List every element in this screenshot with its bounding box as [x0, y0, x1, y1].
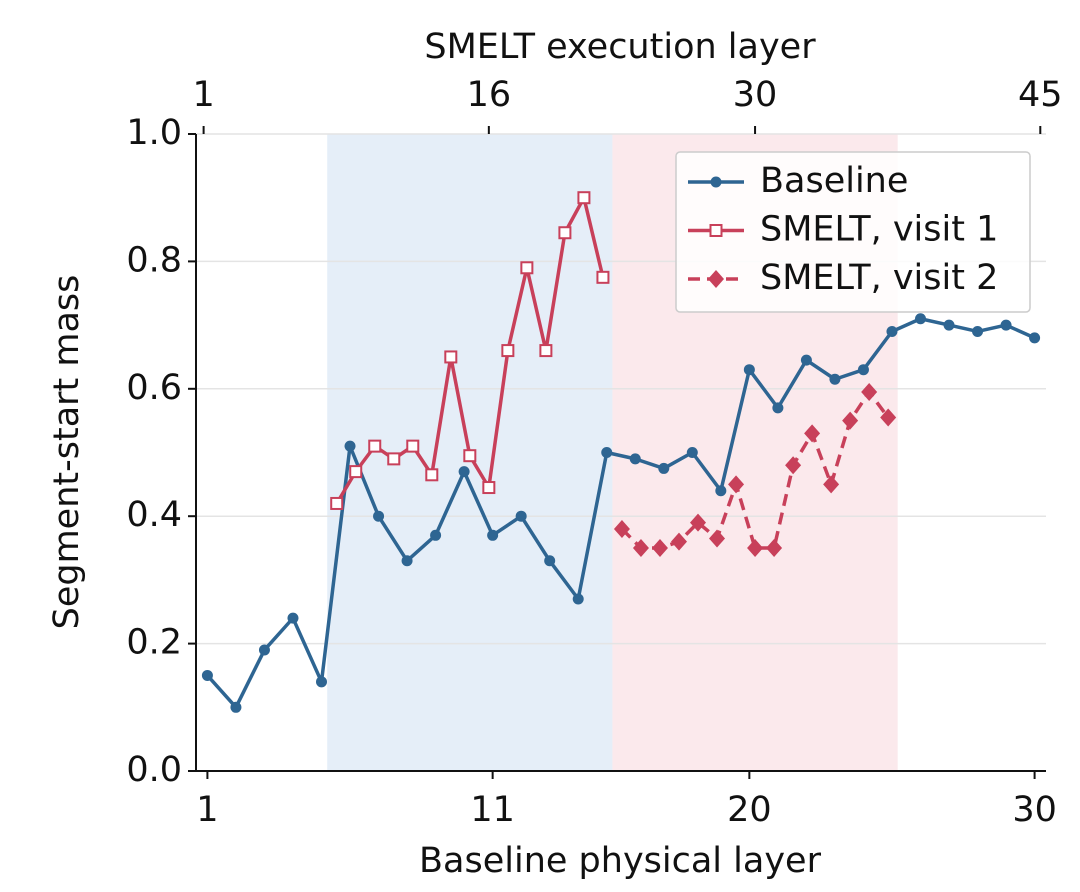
point — [743, 364, 755, 376]
point — [330, 496, 344, 510]
point — [829, 373, 841, 385]
legend-label: SMELT, visit 1 — [760, 210, 998, 250]
point — [861, 382, 878, 401]
x-tick-label: 1 — [196, 790, 218, 830]
x-axis-label: Baseline physical layer — [419, 841, 822, 881]
point — [344, 440, 356, 452]
point — [686, 447, 698, 458]
point — [658, 462, 670, 474]
legend-label: Baseline — [760, 161, 908, 201]
legend-box — [675, 151, 1031, 313]
point — [425, 468, 439, 482]
point — [444, 350, 458, 364]
point — [857, 364, 869, 376]
point — [539, 344, 553, 358]
point — [572, 593, 584, 605]
y-tick-label: 0.4 — [126, 495, 182, 535]
point — [914, 313, 926, 325]
point — [520, 261, 534, 275]
point — [800, 354, 812, 366]
point — [710, 176, 722, 188]
point — [287, 612, 299, 624]
point — [886, 325, 898, 337]
point — [487, 529, 499, 541]
point — [766, 539, 783, 558]
point — [747, 539, 764, 558]
point — [690, 513, 707, 532]
point — [401, 555, 413, 567]
point — [670, 532, 687, 551]
point — [430, 529, 442, 541]
point — [544, 555, 556, 567]
point — [601, 447, 613, 458]
y-axis-label: Segment-start mass — [47, 275, 87, 630]
point — [823, 475, 840, 494]
point — [1000, 319, 1012, 331]
point — [316, 676, 328, 688]
series-line — [620, 390, 890, 550]
point — [728, 475, 745, 494]
y-tick-label: 0.8 — [126, 240, 182, 280]
x-tick-label: 20 — [727, 790, 772, 830]
point — [201, 669, 213, 681]
point — [373, 510, 385, 522]
point — [708, 270, 724, 288]
point — [577, 191, 591, 205]
y-tick-label: 0.0 — [126, 750, 182, 790]
x2-tick-label: 16 — [467, 75, 512, 115]
point — [387, 452, 401, 466]
point — [972, 325, 984, 337]
point — [715, 485, 727, 497]
x2-tick-label: 1 — [192, 75, 214, 115]
point — [804, 424, 821, 443]
point — [785, 456, 802, 475]
point — [709, 224, 723, 237]
point — [651, 539, 668, 558]
point — [482, 481, 496, 495]
point — [613, 519, 630, 538]
point — [632, 539, 649, 558]
x-tick-label: 30 — [1012, 790, 1057, 830]
point — [349, 465, 363, 479]
point — [880, 408, 897, 427]
y-tick-label: 0.6 — [126, 368, 182, 408]
point — [596, 270, 610, 284]
point — [842, 411, 859, 430]
point — [406, 439, 420, 453]
point — [458, 466, 470, 478]
point — [558, 226, 572, 240]
point — [943, 319, 955, 331]
point — [230, 701, 242, 713]
x2-axis-label: SMELT execution layer — [424, 27, 816, 67]
point — [501, 344, 515, 358]
legend-label: SMELT, visit 2 — [760, 258, 998, 298]
point — [258, 644, 270, 656]
point — [772, 402, 784, 414]
point — [368, 439, 382, 453]
point — [1029, 332, 1041, 344]
x2-tick-label: 30 — [733, 75, 778, 115]
point — [629, 453, 641, 465]
point — [463, 449, 477, 463]
y-tick-label: 1.0 — [126, 113, 182, 153]
point — [515, 510, 527, 522]
x-tick-label: 11 — [470, 790, 515, 830]
x2-tick-label: 45 — [1018, 75, 1063, 115]
point — [709, 529, 726, 548]
y-tick-label: 0.2 — [126, 623, 182, 663]
